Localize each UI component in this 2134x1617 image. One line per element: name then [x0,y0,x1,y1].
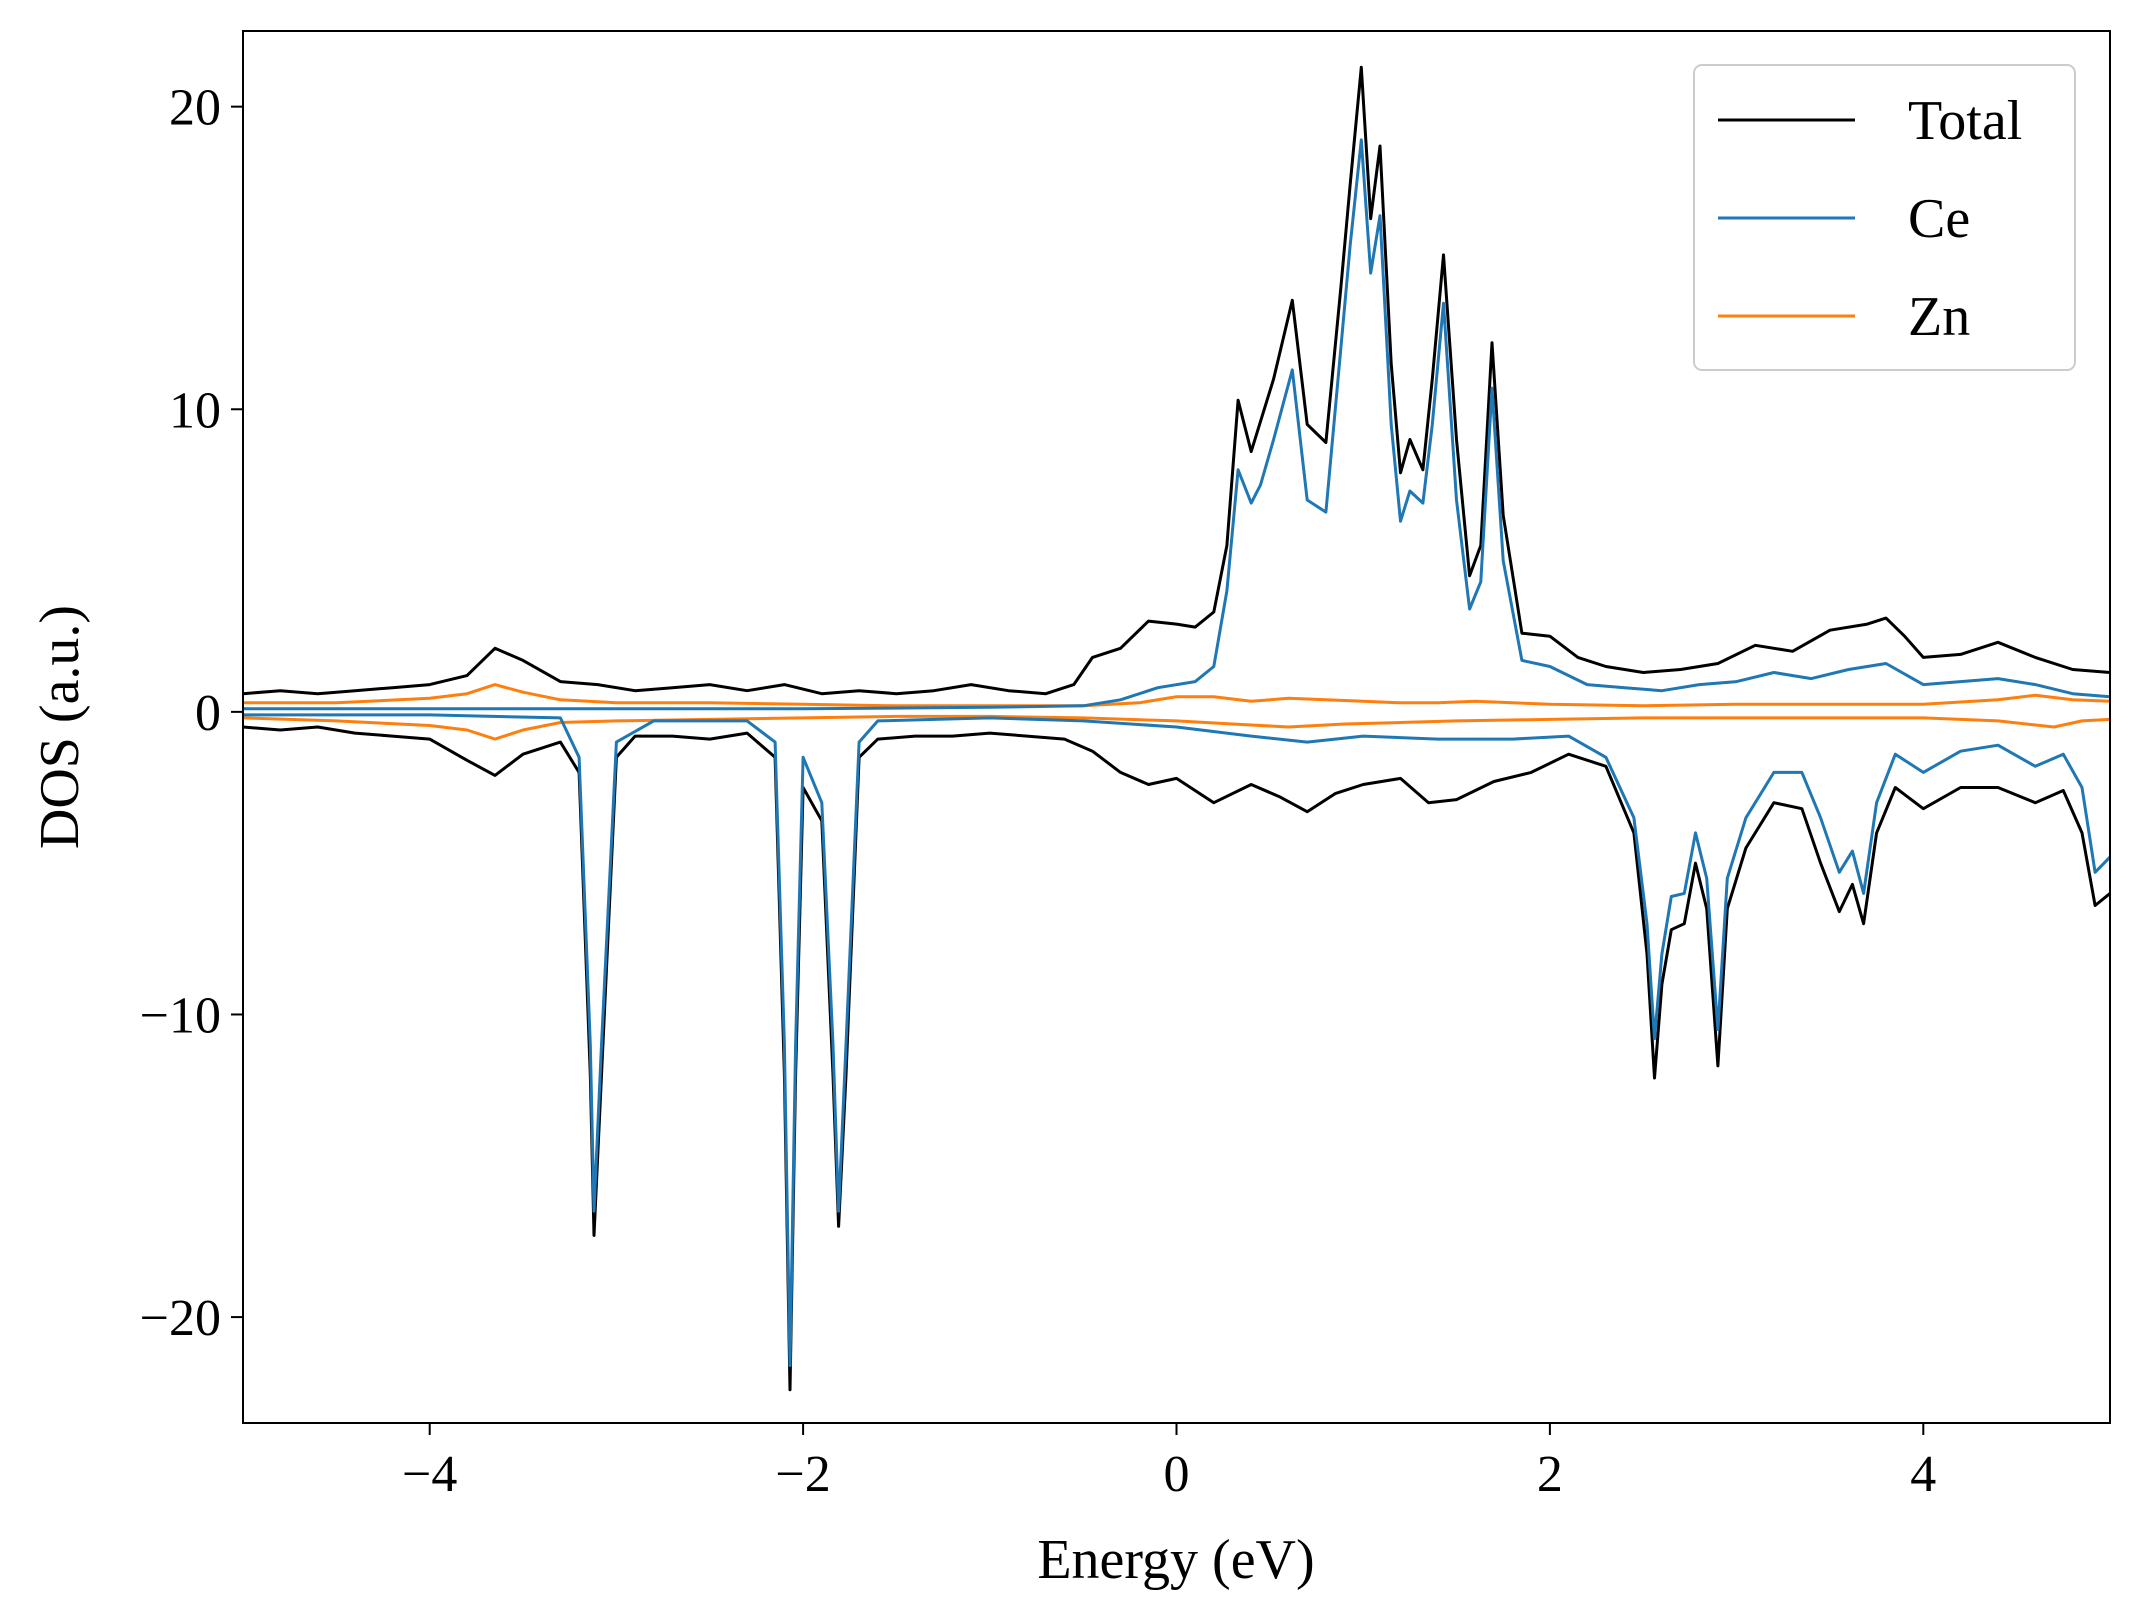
x-tick-label: 4 [1910,1446,1936,1503]
legend-items: Total Ce Zn [1718,90,2022,348]
y-tick-label: 10 [169,382,221,439]
series-line-total-spin-up [242,65,2111,696]
legend: Total Ce Zn [1693,64,2076,371]
y-axis-label: DOS (a.u.) [29,605,91,849]
series-line-ce-spin-up [243,138,2111,711]
legend-label-total: Total [1908,90,2022,152]
legend-label-ce: Ce [1908,188,1970,250]
x-tick-label: −4 [402,1446,457,1503]
legend-label-zn: Zn [1908,286,1970,348]
x-tick-label: −2 [775,1446,830,1503]
series-layer [242,65,2112,1392]
y-tick-label: −20 [140,1290,221,1347]
y-tick-label: 20 [169,80,221,137]
series-line-zn-spin-down [242,714,2111,741]
series-line-ce-spin-down [243,713,2112,1367]
legend-box [1693,64,2076,371]
y-tick-label: −10 [140,987,221,1044]
x-tick-label: 0 [1164,1446,1190,1503]
x-axis-label: Energy (eV) [1037,1529,1314,1591]
x-tick-label: 2 [1537,1446,1563,1503]
series-line-zn-spin-up [243,683,2111,708]
y-tick-label: 0 [195,685,221,742]
